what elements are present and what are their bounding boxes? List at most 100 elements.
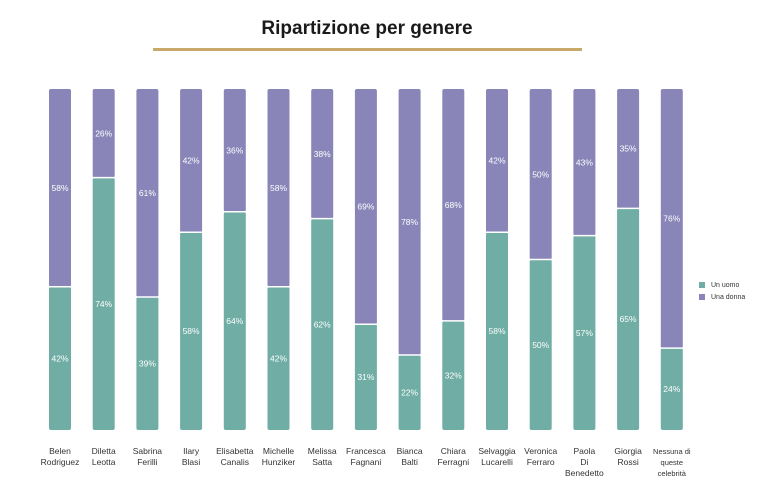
bar-segment-un-uomo — [398, 354, 421, 430]
bar-segment-un-uomo — [311, 218, 334, 430]
category-label-line: Balti — [401, 457, 418, 467]
data-label-una-donna: 43% — [576, 157, 593, 167]
data-label-un-uomo: 57% — [576, 328, 593, 338]
chart-title: Ripartizione per genere — [261, 18, 473, 39]
bar-segment-un-uomo — [617, 208, 640, 430]
category-label-line: Fagnani — [351, 457, 382, 467]
data-label-una-donna: 42% — [488, 156, 505, 166]
data-label-un-uomo: 50% — [532, 340, 549, 350]
data-label-una-donna: 50% — [532, 169, 549, 179]
bar-segment-un-uomo — [92, 177, 115, 430]
legend-label: Un uomo — [711, 281, 740, 289]
category-label-line: Di — [580, 457, 588, 467]
category-label: Melissa Satta — [308, 446, 337, 467]
bar-segment-un-uomo — [486, 232, 508, 430]
category-label-line: Benedetto — [565, 468, 604, 478]
category-label: Bianca Balti — [397, 446, 423, 467]
data-label-una-donna: 58% — [270, 183, 287, 193]
category-label-line: Ilary — [183, 446, 200, 456]
bar-segment-una-donna — [136, 89, 159, 298]
bar-segment-un-uomo — [529, 259, 552, 430]
data-label-una-donna: 76% — [663, 214, 680, 224]
data-label-una-donna: 36% — [226, 145, 243, 155]
bar-segment-una-donna — [442, 89, 465, 321]
category-label-line: Ferragni — [437, 457, 469, 467]
category-label-line: Ferilli — [137, 457, 157, 467]
data-label-una-donna: 68% — [445, 200, 462, 210]
category-label-line: Rossi — [617, 457, 638, 467]
bar-segment-un-uomo — [49, 286, 71, 430]
category-label: Ilary Blasi — [182, 446, 201, 467]
data-label-una-donna: 78% — [401, 217, 418, 227]
category-label-line: Elisabetta — [216, 446, 254, 456]
category-label-line: Veronica — [524, 446, 557, 456]
data-label-una-donna: 35% — [620, 144, 637, 154]
data-label-un-uomo: 58% — [488, 326, 505, 336]
category-label-line: Paola — [574, 446, 596, 456]
data-label-un-uomo: 22% — [401, 387, 418, 397]
data-label-un-uomo: 65% — [620, 314, 637, 324]
bar-segment-una-donna — [398, 89, 421, 355]
category-label-line: Chiara — [441, 446, 466, 456]
bar-segment-una-donna — [529, 89, 552, 260]
bar-segment-un-uomo — [442, 320, 465, 430]
category-label: Veronica Ferraro — [524, 446, 557, 467]
data-label-un-uomo: 64% — [226, 316, 243, 326]
data-label-un-uomo: 32% — [445, 370, 462, 380]
bar-segment-una-donna — [92, 89, 115, 178]
category-label: Chiara Ferragni — [437, 446, 469, 467]
category-label: Giorgia Rossi — [614, 446, 642, 467]
legend-item: Una donna — [699, 291, 745, 303]
bar-segment-un-uomo — [136, 297, 159, 430]
category-label-line: queste — [661, 458, 684, 467]
data-label-un-uomo: 24% — [663, 384, 680, 394]
bar-segment-una-donna — [617, 89, 640, 209]
bar-segment-una-donna — [573, 89, 596, 236]
bar-segment-una-donna — [180, 89, 203, 233]
legend-swatch — [699, 294, 705, 300]
data-label-una-donna: 61% — [139, 188, 156, 198]
data-label-una-donna: 58% — [51, 183, 68, 193]
bar-segment-una-donna — [660, 89, 683, 349]
bar-segment-una-donna — [267, 89, 290, 287]
category-label: Francesca Fagnani — [346, 446, 386, 467]
category-label-line: celebrità — [658, 469, 687, 478]
category-label-line: Canalis — [221, 457, 249, 467]
category-label-line: Michelle — [263, 446, 294, 456]
category-label: Diletta Leotta — [92, 446, 116, 467]
category-label-line: Giorgia — [614, 446, 642, 456]
category-label: Selvaggia Lucarelli — [478, 446, 516, 467]
category-label-line: Leotta — [92, 457, 116, 467]
category-label-line: Bianca — [397, 446, 423, 456]
bar-segment-un-uomo — [223, 211, 246, 430]
bar-segment-una-donna — [486, 89, 508, 233]
category-label-line: Selvaggia — [478, 446, 516, 456]
category-label-line: Nessuna di — [653, 447, 691, 456]
data-label-una-donna: 26% — [95, 128, 112, 138]
data-label-una-donna: 38% — [314, 149, 331, 159]
bar-segment-un-uomo — [573, 235, 596, 430]
data-label-un-uomo: 62% — [314, 319, 331, 329]
category-label-line: Satta — [312, 457, 332, 467]
category-label-line: Hunziker — [262, 457, 296, 467]
data-label-un-uomo: 39% — [139, 359, 156, 369]
legend-label: Una donna — [711, 293, 746, 301]
category-label-line: Diletta — [92, 446, 116, 456]
bar-segment-una-donna — [311, 89, 334, 219]
data-label-una-donna: 69% — [357, 202, 374, 212]
bar-segment-un-uomo — [180, 232, 203, 430]
category-label: Elisabetta Canalis — [216, 446, 254, 467]
category-label-line: Blasi — [182, 457, 201, 467]
data-label-un-uomo: 74% — [95, 299, 112, 309]
bar-segment-un-uomo — [660, 348, 683, 430]
data-label-un-uomo: 58% — [183, 326, 200, 336]
bar-segment-una-donna — [223, 89, 246, 212]
category-label-line: Rodriguez — [41, 457, 80, 467]
category-label-line: Francesca — [346, 446, 386, 456]
category-label-line: Sabrina — [133, 446, 163, 456]
category-label-line: Belen — [49, 446, 71, 456]
category-label: Paola Di Benedetto — [565, 446, 604, 478]
legend-swatch — [699, 282, 705, 288]
legend: Un uomo Una donna — [699, 279, 745, 303]
